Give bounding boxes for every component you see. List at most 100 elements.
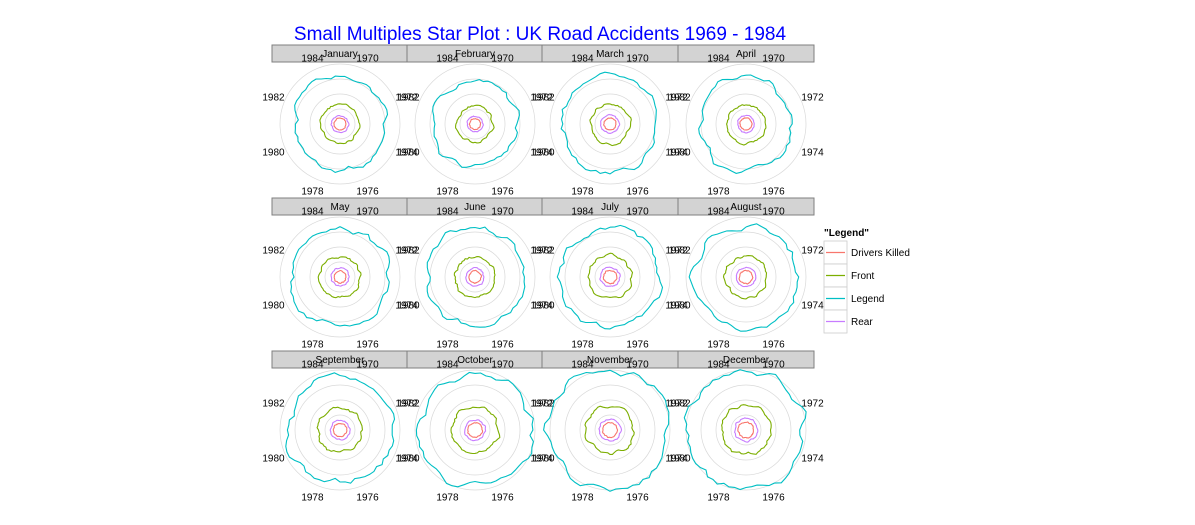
legend-label: Legend	[851, 294, 884, 305]
theta-tick-label: 1974	[395, 301, 418, 312]
grid-circle	[459, 108, 491, 140]
theta-tick-label: 1974	[801, 301, 824, 312]
series-line-rear	[330, 267, 350, 287]
chart-title: Small Multiples Star Plot : UK Road Acci…	[294, 24, 787, 45]
legend-item-front: Front	[823, 263, 875, 288]
theta-tick-label: 1980	[262, 454, 285, 465]
series-line-front	[319, 103, 361, 145]
series-line-rear	[466, 115, 484, 133]
legend-label: Rear	[851, 317, 873, 328]
theta-tick-label: 1982	[668, 245, 691, 256]
legend: "Legend" Drivers Killed Front Legend Rear	[823, 228, 910, 334]
grid-circle	[685, 63, 807, 185]
theta-tick-label: 1978	[436, 187, 459, 198]
theta-tick-label: 1980	[668, 301, 691, 312]
grid-circle	[459, 261, 491, 293]
theta-tick-label: 1972	[530, 398, 553, 409]
grid-circle	[324, 108, 356, 140]
grid-circle	[715, 399, 777, 461]
panel-august: August 1970 1972 1974 1976 1978 1980 1982 1984	[668, 197, 824, 351]
theta-tick-label: 1978	[301, 187, 324, 198]
theta-tick-label: 1984	[571, 53, 594, 64]
theta-tick-label: 1970	[626, 206, 649, 217]
series-line-drivers-killed	[333, 269, 347, 284]
theta-tick-label: 1974	[530, 454, 553, 465]
grid-circle	[579, 246, 641, 308]
theta-tick-label: 1984	[571, 206, 594, 217]
strip-header	[677, 197, 815, 216]
theta-tick-label: 1974	[665, 148, 688, 159]
theta-tick-label: 1972	[801, 245, 824, 256]
theta-tick-label: 1980	[532, 301, 555, 312]
series-line-front	[317, 256, 362, 299]
series-line-legend	[688, 223, 800, 332]
theta-tick-label: 1972	[665, 92, 688, 103]
series-line-drivers-killed	[602, 269, 618, 285]
series-line-drivers-killed	[739, 117, 753, 131]
theta-tick-label: 1972	[530, 92, 553, 103]
series-line-rear	[737, 114, 755, 134]
grid-circle	[414, 63, 536, 185]
series-line-front	[587, 252, 634, 299]
legend-label: Drivers Killed	[851, 248, 910, 259]
strip-label: November	[587, 355, 634, 366]
series-line-drivers-killed	[737, 421, 754, 439]
theta-tick-label: 1972	[395, 92, 418, 103]
theta-tick-label: 1970	[491, 206, 514, 217]
theta-tick-label: 1976	[762, 187, 785, 198]
series-line-legend	[543, 369, 670, 492]
theta-tick-label: 1976	[356, 187, 379, 198]
theta-tick-label: 1974	[665, 454, 688, 465]
theta-tick-label: 1980	[668, 148, 691, 159]
theta-tick-label: 1982	[668, 92, 691, 103]
grid-circle	[444, 93, 506, 155]
grid-circle	[324, 414, 356, 446]
grid-circle	[715, 93, 777, 155]
grid-circle	[459, 414, 491, 446]
grid-circle	[700, 231, 792, 323]
series-line-rear	[734, 417, 759, 443]
series-line-rear	[465, 266, 485, 287]
theta-tick-label: 1982	[397, 245, 420, 256]
strip-label: June	[464, 202, 486, 213]
theta-tick-label: 1978	[571, 187, 594, 198]
theta-tick-label: 1984	[301, 53, 324, 64]
series-line-legend	[426, 226, 526, 328]
theta-tick-label: 1974	[801, 454, 824, 465]
series-line-front	[316, 406, 363, 453]
series-line-front	[584, 405, 635, 455]
strip-label: April	[736, 49, 756, 60]
theta-tick-label: 1978	[707, 493, 730, 504]
theta-tick-label: 1976	[626, 340, 649, 351]
strip-label: May	[331, 202, 350, 213]
theta-tick-label: 1974	[395, 148, 418, 159]
theta-tick-label: 1980	[397, 148, 420, 159]
series-line-drivers-killed	[602, 421, 619, 439]
theta-tick-label: 1984	[436, 53, 459, 64]
panel-may: May 1970 1972 1974 1976 1978 1980 1982 1984	[262, 197, 418, 351]
grid-circle	[730, 261, 762, 293]
grid-circle	[309, 93, 371, 155]
legend-item-legend: Legend	[823, 286, 884, 311]
theta-tick-label: 1982	[668, 398, 691, 409]
grid-circle	[279, 63, 401, 185]
grid-circle	[715, 246, 777, 308]
theta-tick-label: 1970	[356, 206, 379, 217]
theta-tick-label: 1970	[356, 359, 379, 370]
theta-tick-label: 1982	[532, 245, 555, 256]
theta-tick-label: 1982	[397, 398, 420, 409]
grid-circle	[549, 216, 671, 338]
series-line-drivers-killed	[738, 269, 754, 285]
theta-tick-label: 1974	[395, 454, 418, 465]
series-line-legend	[294, 75, 389, 174]
series-line-legend	[560, 71, 657, 175]
series-line-front	[726, 104, 767, 146]
legend-title: "Legend"	[824, 228, 869, 239]
theta-tick-label: 1980	[397, 454, 420, 465]
grid-circle	[309, 246, 371, 308]
theta-tick-label: 1978	[436, 340, 459, 351]
strip-label: October	[457, 355, 493, 366]
